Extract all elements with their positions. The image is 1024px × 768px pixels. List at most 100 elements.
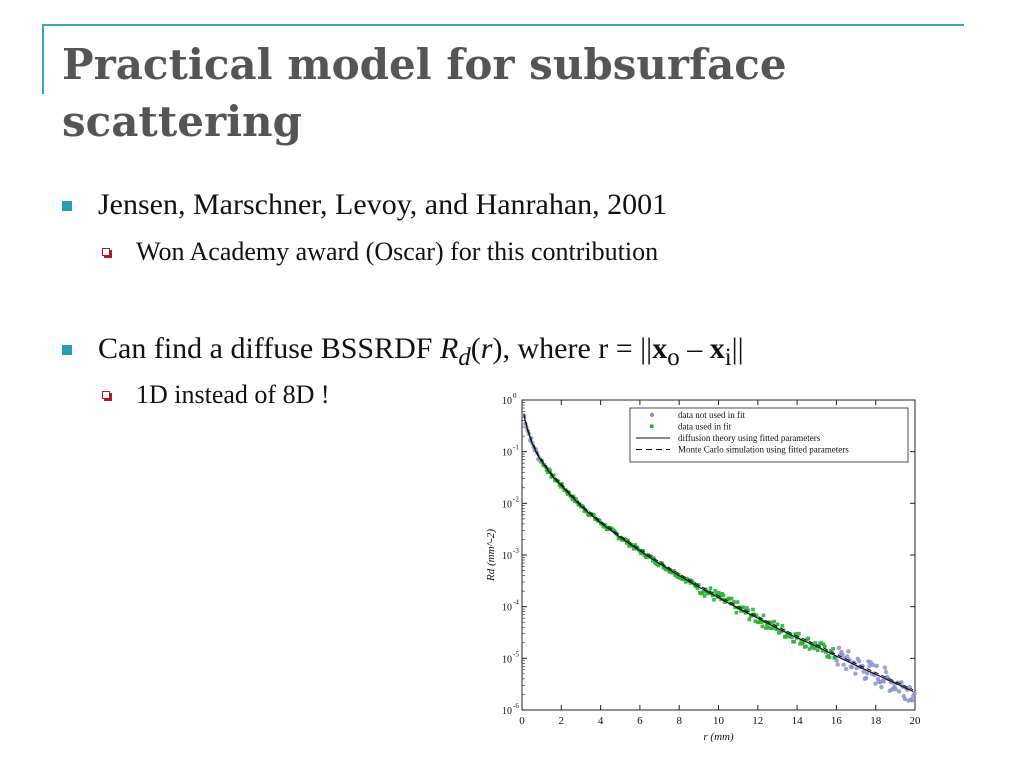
o-subscript: o bbox=[667, 344, 680, 371]
data-point-used-in-fit bbox=[633, 543, 637, 547]
data-point-used-in-fit bbox=[597, 518, 602, 523]
x-tick-label: 12 bbox=[752, 715, 763, 727]
data-point-not-used-in-fit bbox=[835, 662, 840, 667]
data-point-used-in-fit bbox=[769, 620, 774, 625]
y-tick-exponent: 0 bbox=[513, 392, 517, 400]
data-point-not-used-in-fit bbox=[853, 671, 858, 676]
data-point-not-used-in-fit bbox=[854, 665, 859, 671]
bullet-authors: Jensen, Marschner, Levoy, and Hanrahan, … bbox=[62, 188, 667, 222]
x-axis-label: r (mm) bbox=[703, 731, 734, 743]
data-point-used-in-fit bbox=[670, 570, 675, 575]
rd-subscript: d bbox=[458, 344, 471, 371]
diffusion-theory-curve bbox=[523, 415, 914, 692]
data-point-used-in-fit bbox=[823, 644, 827, 649]
data-point-used-in-fit bbox=[744, 611, 748, 615]
data-point-used-in-fit bbox=[713, 589, 717, 593]
y-tick-exponent: -6 bbox=[513, 702, 519, 710]
y-tick-exponent: -1 bbox=[513, 444, 519, 452]
subbullet-award-text: Won Academy award (Oscar) for this contr… bbox=[136, 237, 659, 266]
data-point-used-in-fit bbox=[683, 580, 688, 584]
data-point-used-in-fit bbox=[830, 651, 834, 655]
y-tick-label: 10 bbox=[502, 654, 512, 665]
x-tick-label: 16 bbox=[831, 715, 843, 727]
legend-label: data used in fit bbox=[678, 422, 732, 432]
data-point-used-in-fit bbox=[751, 607, 755, 612]
data-point-used-in-fit bbox=[801, 640, 806, 644]
bssrdf-prefix: Can find a diffuse BSSRDF bbox=[98, 332, 440, 365]
data-point-used-in-fit bbox=[623, 537, 628, 542]
y-tick-exponent: -2 bbox=[513, 495, 519, 503]
data-point-not-used-in-fit bbox=[902, 696, 908, 702]
data-point-used-in-fit bbox=[557, 483, 562, 487]
x-tick-label: 8 bbox=[676, 715, 682, 727]
data-point-used-in-fit bbox=[772, 619, 776, 624]
r-variable: r bbox=[480, 332, 493, 365]
paren-open: ( bbox=[470, 332, 481, 365]
x-i-symbol: x bbox=[709, 332, 725, 365]
norm-close: || bbox=[731, 332, 744, 365]
data-point-used-in-fit bbox=[806, 636, 811, 641]
data-point-used-in-fit bbox=[828, 648, 833, 653]
data-point-not-used-in-fit bbox=[846, 649, 851, 654]
data-point-used-in-fit bbox=[574, 497, 578, 501]
data-point-used-in-fit bbox=[721, 593, 726, 598]
data-point-used-in-fit bbox=[652, 556, 656, 561]
data-point-used-in-fit bbox=[702, 594, 707, 598]
bullet-bssrdf: Can find a diffuse BSSRDF Rd(r), where r… bbox=[62, 332, 744, 372]
y-tick-exponent: -4 bbox=[513, 599, 519, 607]
x-tick-label: 0 bbox=[519, 715, 525, 727]
data-point-not-used-in-fit bbox=[867, 663, 872, 668]
data-point-used-in-fit bbox=[716, 590, 721, 595]
legend-label: diffusion theory using fitted parameters bbox=[678, 433, 821, 443]
data-point-not-used-in-fit bbox=[836, 645, 842, 651]
data-point-not-used-in-fit bbox=[873, 681, 878, 686]
data-point-used-in-fit bbox=[774, 627, 779, 631]
data-point-used-in-fit bbox=[560, 481, 564, 486]
data-point-used-in-fit bbox=[642, 553, 647, 557]
data-point-used-in-fit bbox=[603, 523, 608, 527]
minus-sign: – bbox=[679, 332, 710, 365]
where-clause: ), where r = || bbox=[492, 332, 653, 365]
data-point-used-in-fit bbox=[746, 608, 750, 613]
data-point-not-used-in-fit bbox=[865, 671, 870, 676]
rd-chart: 0 2 4 6 8 10 12 14 16 18 20 10 0 10 -1 10 -2 10 -3 10 -4 10 -5… bbox=[470, 388, 925, 748]
slide-title: Practical model for subsurface scatterin… bbox=[62, 40, 787, 146]
square-bullet-icon bbox=[62, 201, 72, 211]
data-point-used-in-fit bbox=[820, 648, 825, 653]
data-point-not-used-in-fit bbox=[912, 691, 917, 696]
data-point-not-used-in-fit bbox=[843, 666, 849, 672]
data-point-used-in-fit bbox=[695, 586, 700, 591]
data-point-used-in-fit bbox=[644, 555, 649, 559]
data-point-used-in-fit bbox=[632, 547, 636, 551]
data-point-used-in-fit bbox=[824, 650, 828, 654]
x-tick-label: 20 bbox=[910, 715, 922, 727]
i-subscript: i bbox=[724, 344, 732, 371]
checkbox-bullet-icon bbox=[102, 248, 110, 256]
x-tick-label: 10 bbox=[713, 715, 725, 727]
data-point-used-in-fit bbox=[711, 593, 715, 598]
data-point-used-in-fit bbox=[656, 563, 661, 568]
y-tick-label: 10 bbox=[502, 706, 512, 717]
data-point-used-in-fit bbox=[734, 610, 739, 615]
data-point-used-in-fit bbox=[732, 600, 736, 604]
data-point-used-in-fit bbox=[675, 575, 680, 579]
x-tick-label: 6 bbox=[637, 715, 643, 727]
y-axis-label: Rd (mm^-2) bbox=[485, 529, 497, 582]
legend-box bbox=[629, 407, 909, 463]
square-bullet-icon bbox=[62, 345, 72, 355]
data-point-not-used-in-fit bbox=[879, 684, 884, 690]
data-point-used-in-fit bbox=[581, 505, 585, 510]
subbullet-dimension: 1D instead of 8D ! bbox=[102, 380, 330, 410]
data-point-used-in-fit bbox=[733, 605, 738, 610]
data-point-used-in-fit bbox=[765, 622, 769, 627]
data-point-used-in-fit bbox=[798, 642, 802, 646]
data-point-not-used-in-fit bbox=[841, 662, 846, 667]
data-point-used-in-fit bbox=[745, 606, 749, 610]
data-point-used-in-fit bbox=[747, 617, 752, 622]
x-tick-label: 14 bbox=[792, 715, 804, 727]
data-point-not-used-in-fit bbox=[870, 662, 876, 668]
data-point-used-in-fit bbox=[784, 634, 788, 639]
data-point-used-in-fit bbox=[708, 586, 713, 591]
title-accent-bar bbox=[42, 24, 44, 94]
y-tick-label: 10 bbox=[502, 551, 512, 562]
